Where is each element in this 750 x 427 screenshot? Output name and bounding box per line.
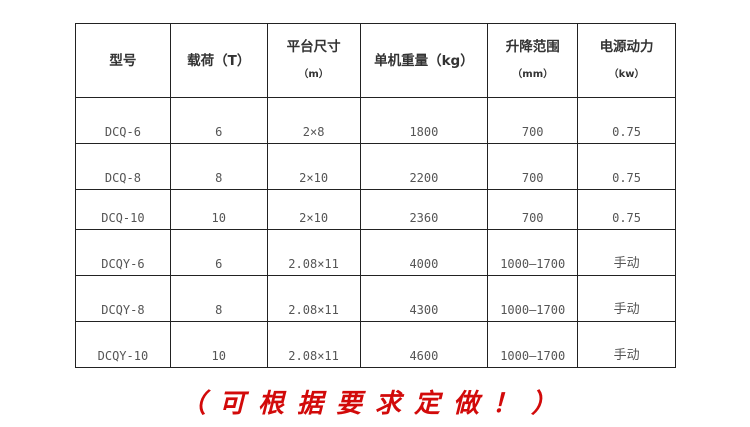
cell-model: DCQY-10 (75, 321, 171, 368)
header-power: 电源动力 （kw） (577, 23, 676, 98)
cell-range: 700 (487, 189, 579, 230)
spec-table: 型号 载荷（T） 平台尺寸 （m） 单机重量（kg） 升降范围 （mm） 电源动力（… (75, 23, 676, 368)
header-platform-size: 平台尺寸 （m） (266, 23, 361, 98)
cell-load: 8 (169, 143, 268, 190)
table-row: DCQY-10 10 2.08×11 4600 1000—1700 手动 (75, 321, 676, 368)
header-row: 型号 载荷（T） 平台尺寸 （m） 单机重量（kg） 升降范围 （mm） 电源动力（… (75, 23, 676, 98)
cell-model: DCQ-6 (75, 97, 171, 144)
cell-weight: 2200 (359, 143, 489, 190)
cell-weight: 1800 (359, 97, 489, 144)
cell-size: 2.08×11 (266, 275, 361, 322)
cell-range: 700 (487, 143, 579, 190)
cell-size: 2×10 (266, 143, 361, 190)
cell-weight: 4300 (359, 275, 489, 322)
cell-load: 10 (169, 189, 268, 230)
header-weight: 单机重量（kg） (359, 23, 489, 98)
cell-range: 700 (487, 97, 579, 144)
cell-model: DCQY-8 (75, 275, 171, 322)
cell-power: 0.75 (577, 189, 676, 230)
cell-power: 0.75 (577, 143, 676, 190)
cell-load: 10 (169, 321, 268, 368)
cell-range: 1000—1700 (487, 321, 579, 368)
table-row: DCQY-8 8 2.08×11 4300 1000—1700 手动 (75, 275, 676, 322)
cell-size: 2×10 (266, 189, 361, 230)
cell-load: 6 (169, 229, 268, 276)
cell-load: 6 (169, 97, 268, 144)
header-model: 型号 (75, 23, 171, 98)
cell-power: 0.75 (577, 97, 676, 144)
header-load: 载荷（T） (169, 23, 268, 98)
table-row: DCQ-10 10 2×10 2360 700 0.75 (75, 189, 676, 230)
table-row: DCQ-8 8 2×10 2200 700 0.75 (75, 143, 676, 190)
cell-model: DCQY-6 (75, 229, 171, 276)
cell-size: 2.08×11 (266, 321, 361, 368)
table-row: DCQY-6 6 2.08×11 4000 1000—1700 手动 (75, 229, 676, 276)
cell-size: 2×8 (266, 97, 361, 144)
cell-load: 8 (169, 275, 268, 322)
header-lift-range: 升降范围 （mm） (487, 23, 579, 98)
cell-range: 1000—1700 (487, 229, 579, 276)
cell-power: 手动 (577, 229, 676, 276)
cell-weight: 4000 (359, 229, 489, 276)
custom-order-note: （可根据要求定做！） (179, 389, 570, 419)
cell-weight: 4600 (359, 321, 489, 368)
cell-power: 手动 (577, 275, 676, 322)
cell-size: 2.08×11 (266, 229, 361, 276)
cell-model: DCQ-8 (75, 143, 171, 190)
table-row: DCQ-6 6 2×8 1800 700 0.75 (75, 97, 676, 144)
cell-weight: 2360 (359, 189, 489, 230)
cell-model: DCQ-10 (75, 189, 171, 230)
cell-range: 1000—1700 (487, 275, 579, 322)
cell-power: 手动 (577, 321, 676, 368)
